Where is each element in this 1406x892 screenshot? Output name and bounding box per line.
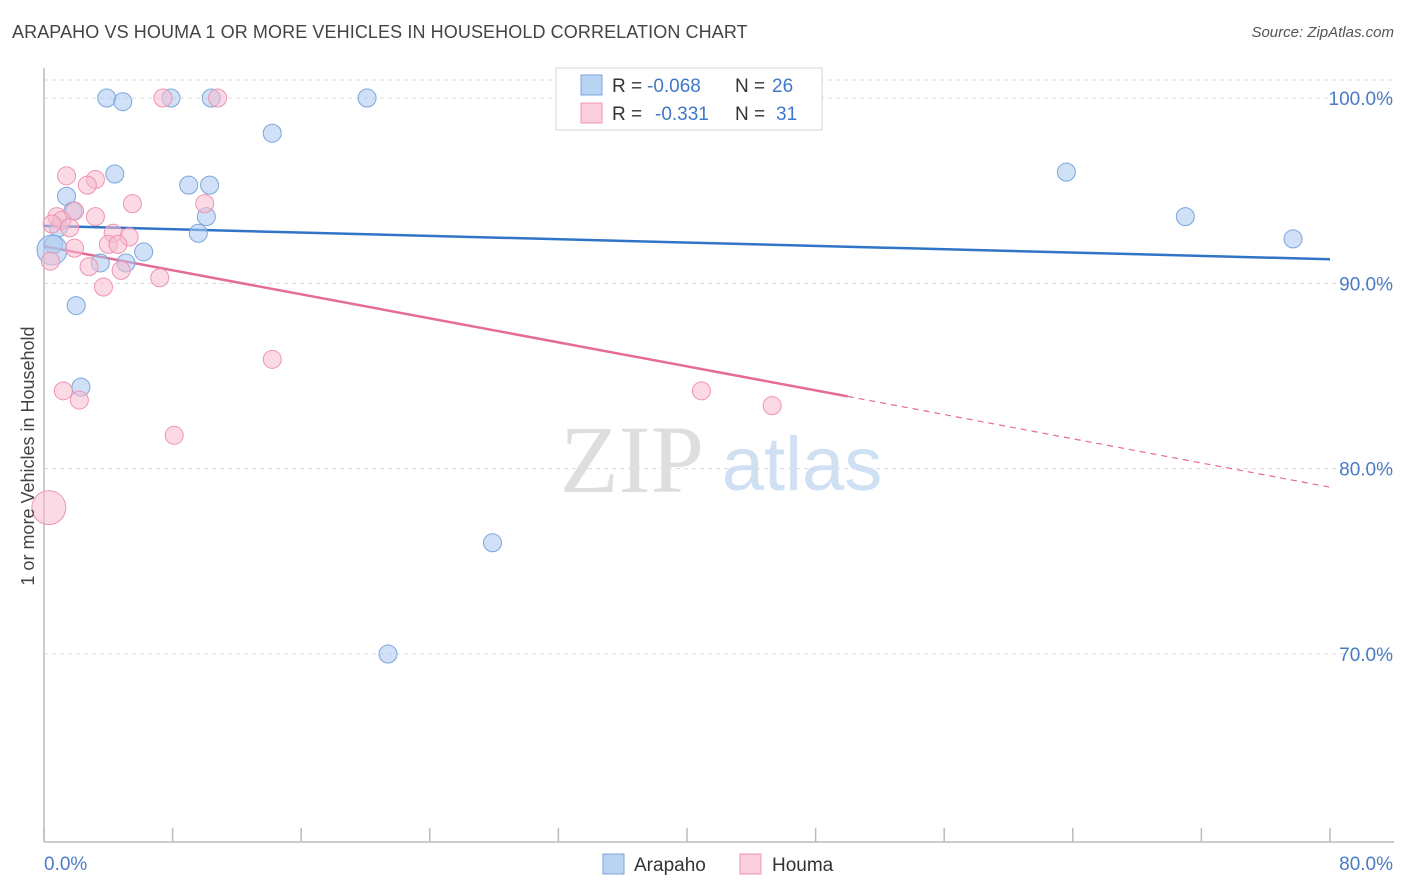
arapaho-point	[1056, 162, 1076, 182]
x-tick-label: 80.0%	[1339, 854, 1393, 875]
arapaho-point	[200, 175, 220, 195]
houma-point	[150, 268, 170, 288]
chart-title: ARAPAHO VS HOUMA 1 OR MORE VEHICLES IN H…	[12, 22, 748, 42]
houma-point	[31, 490, 67, 526]
houma-point	[69, 390, 89, 410]
watermark-atlas: atlas	[722, 422, 883, 507]
houma-point	[60, 218, 80, 238]
y-axis-title: 1 or more Vehicles in Household	[18, 326, 38, 585]
x-tick-labels: 0.0% 80.0%	[44, 854, 1393, 875]
stats-legend: R = -0.068 N = 26 R = -0.331 N = 31	[555, 67, 823, 131]
x-tick-label: 0.0%	[44, 854, 87, 875]
legend-r-label-houma: R =	[612, 104, 642, 125]
arapaho-point	[66, 296, 86, 316]
houma-point	[42, 214, 62, 234]
y-tick-label: 100.0%	[1329, 89, 1394, 110]
legend-n-value-arapaho: 26	[772, 76, 793, 97]
arapaho-point	[134, 242, 154, 262]
trend-lines	[43, 224, 1331, 488]
houma-trend-extension	[847, 395, 1331, 488]
y-tick-label: 80.0%	[1339, 460, 1393, 481]
arapaho-point	[188, 223, 208, 243]
axes	[43, 68, 1394, 843]
grid-lines	[44, 79, 1394, 655]
source-credit: Source: ZipAtlas.com	[1251, 24, 1394, 41]
houma-point	[762, 396, 782, 416]
watermark-zip: ZIP	[560, 406, 704, 513]
houma-point	[153, 88, 173, 108]
arapaho-point	[378, 644, 398, 664]
arapaho-point	[482, 533, 502, 553]
y-tick-label: 70.0%	[1339, 645, 1393, 666]
houma-point	[195, 194, 215, 214]
houma-point	[208, 88, 228, 108]
houma-point	[108, 234, 128, 254]
houma-point	[691, 381, 711, 401]
legend-n-label-houma: N =	[735, 104, 765, 125]
legend-r-value-arapaho: -0.068	[647, 76, 701, 97]
houma-point	[111, 260, 131, 280]
legend-n-label-arapaho: N =	[735, 76, 765, 97]
arapaho-point	[1283, 229, 1303, 249]
data-points	[31, 88, 1303, 664]
watermark: ZIP atlas	[560, 406, 882, 513]
legend-n-value-houma: 31	[776, 104, 797, 125]
legend-swatch-houma	[580, 102, 603, 124]
houma-trend-line	[43, 245, 848, 398]
arapaho-point	[1175, 207, 1195, 227]
legend-r-value-houma: -0.331	[655, 104, 709, 125]
legend-r-label-arapaho: R =	[612, 76, 642, 97]
houma-point	[40, 251, 60, 271]
arapaho-point	[113, 92, 133, 112]
legend-label-houma: Houma	[772, 855, 834, 876]
houma-point	[93, 277, 113, 297]
legend-label-arapaho: Arapaho	[634, 855, 706, 876]
arapaho-point	[262, 123, 282, 143]
arapaho-trend-line	[43, 224, 1331, 261]
series-legend: Arapaho Houma	[602, 853, 834, 876]
houma-point	[57, 166, 77, 186]
arapaho-point	[105, 164, 125, 184]
houma-point	[85, 207, 105, 227]
arapaho-point	[97, 88, 117, 108]
arapaho-point	[357, 88, 377, 108]
houma-point	[79, 257, 99, 277]
y-tick-label: 90.0%	[1339, 274, 1393, 295]
legend-swatch-bottom-arapaho	[602, 853, 625, 875]
houma-point	[122, 194, 142, 214]
houma-point	[53, 381, 73, 401]
y-tick-labels: 70.0% 80.0% 90.0% 100.0%	[1329, 89, 1394, 666]
houma-point	[164, 425, 184, 445]
arapaho-point	[179, 175, 199, 195]
houma-point	[77, 175, 97, 195]
houma-point	[65, 238, 85, 258]
legend-swatch-bottom-houma	[739, 853, 762, 875]
legend-swatch-arapaho	[580, 74, 603, 96]
houma-point	[262, 349, 282, 369]
